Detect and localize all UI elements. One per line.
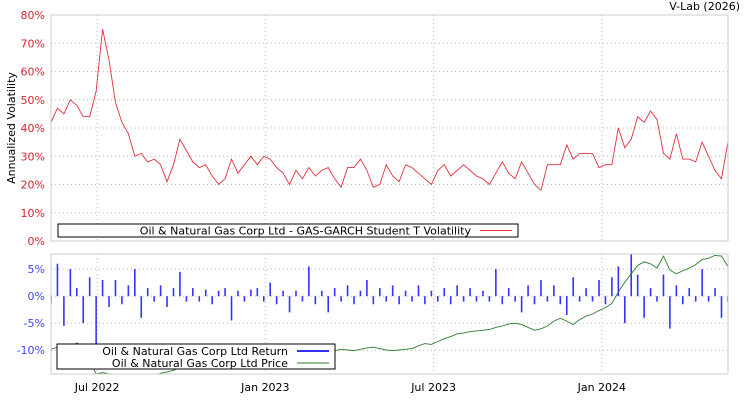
- y-tick-label: 60%: [21, 66, 45, 79]
- y-tick-label: 0%: [28, 235, 45, 248]
- y-tick-label: 10%: [21, 207, 45, 220]
- y-tick-label: 50%: [21, 94, 45, 107]
- return-price-plot: 5% 0% -5% -10% Jul 2022 Jan 2023 Jul 2023 Jan 2…: [17, 253, 729, 394]
- y-tick-label: 20%: [21, 179, 45, 192]
- legend: Oil & Natural Gas Corp Ltd - GAS-GARCH S…: [57, 223, 519, 238]
- legend-box: [57, 223, 519, 238]
- x-tick-label: Jan 2024: [577, 381, 626, 394]
- y-tick-label: -10%: [17, 344, 45, 357]
- y-tick-label: 70%: [21, 37, 45, 50]
- y-tick-label: 0%: [28, 290, 45, 303]
- x-tick-label: Jan 2023: [240, 381, 289, 394]
- price-series: [51, 254, 728, 374]
- y-tick-label: 80%: [21, 9, 45, 22]
- watermark-label: V-Lab (2026): [669, 0, 740, 13]
- y-tick-label: 40%: [21, 122, 45, 135]
- legend-label: Oil & Natural Gas Corp Ltd Return: [102, 345, 288, 358]
- volatility-line: [51, 29, 728, 192]
- y-tick-label: -5%: [24, 317, 45, 330]
- y-axis-title: Annualized Volatility: [5, 72, 18, 184]
- x-tick-label: Jul 2022: [74, 381, 120, 394]
- y-tick-label: 5%: [28, 263, 45, 276]
- x-tick-label: Jul 2023: [410, 381, 456, 394]
- plot-frame: [50, 253, 729, 375]
- legend-box: [56, 343, 336, 370]
- y-tick-label: 30%: [21, 150, 45, 163]
- plot-frame: [50, 14, 729, 242]
- price-line: [51, 254, 728, 374]
- legend-label: Oil & Natural Gas Corp Ltd - GAS-GARCH S…: [140, 225, 472, 238]
- legend-label: Oil & Natural Gas Corp Ltd Price: [112, 357, 288, 370]
- return-series: [51, 254, 728, 367]
- volatility-plot: 0% 10% 20% 30% 40% 50% 60% 70% 80% Annualized Vol…: [5, 9, 729, 248]
- volatility-series: [51, 29, 728, 192]
